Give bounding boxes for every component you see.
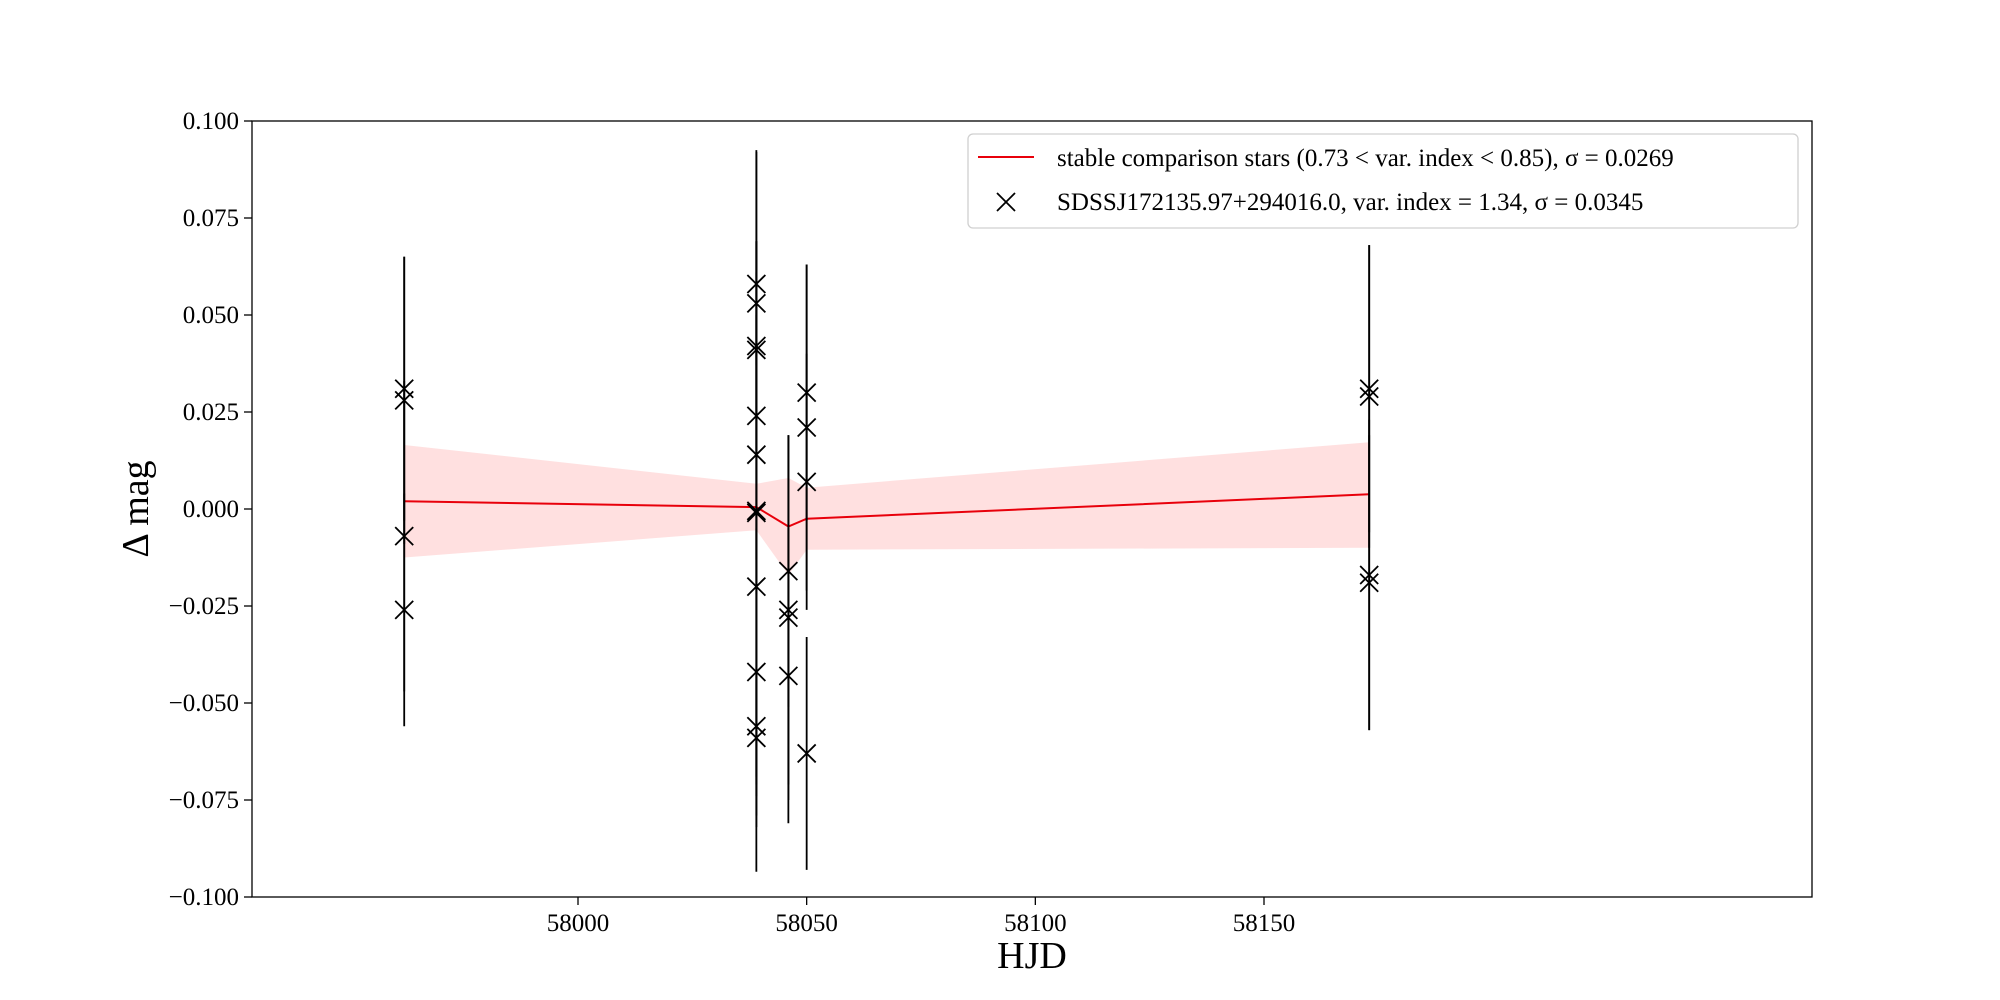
legend: stable comparison stars (0.73 < var. ind… xyxy=(967,133,1799,229)
legend-box xyxy=(967,133,1799,229)
y-tick-label: 0.100 xyxy=(183,108,239,135)
data-point-x-marker xyxy=(394,390,414,410)
y-tick-label: 0.075 xyxy=(183,205,239,232)
data-point-x-marker xyxy=(746,501,766,521)
legend-label-target: SDSSJ172135.97+294016.0, var. index = 1.… xyxy=(1057,189,1643,216)
y-axis-ticks: 0.100 0.075 0.050 0.025 0.000 −0.025 −0.050 −0.… xyxy=(169,108,252,911)
data-point-x-marker xyxy=(746,445,766,465)
marker-layer xyxy=(394,274,1379,764)
y-axis-label: Δ mag xyxy=(115,460,157,557)
y-tick-label: −0.050 xyxy=(169,690,239,717)
data-point-x-marker xyxy=(746,576,766,597)
data-point-x-marker xyxy=(797,743,817,764)
confidence-band-layer xyxy=(404,442,1370,575)
data-point-x-marker xyxy=(746,336,766,356)
data-point-x-marker xyxy=(746,662,766,682)
data-point-x-marker xyxy=(746,340,766,360)
x-tick-label: 58050 xyxy=(775,910,838,937)
data-point-x-marker xyxy=(394,600,414,620)
y-tick-label: −0.075 xyxy=(169,787,239,814)
data-point-x-marker xyxy=(746,503,766,523)
x-tick-label: 58000 xyxy=(547,910,610,937)
legend-x-marker xyxy=(996,192,1016,212)
data-point-x-marker xyxy=(746,293,766,313)
data-point-x-marker xyxy=(1359,379,1379,399)
data-point-x-marker xyxy=(1359,573,1379,593)
data-point-x-marker xyxy=(1359,565,1379,585)
data-point-x-marker xyxy=(778,600,799,620)
y-tick-label: 0.050 xyxy=(183,302,239,329)
data-point-x-marker xyxy=(746,728,766,748)
legend-label-comparison: stable comparison stars (0.73 < var. ind… xyxy=(1057,145,1674,172)
y-tick-label: −0.025 xyxy=(169,593,239,620)
data-point-x-marker xyxy=(746,274,766,294)
data-point-x-marker xyxy=(778,666,799,686)
y-tick-label: −0.100 xyxy=(169,884,239,911)
data-point-x-marker xyxy=(746,406,766,426)
data-point-x-marker xyxy=(778,608,799,628)
data-point-x-marker xyxy=(394,526,414,546)
x-axis-ticks: 58000 58050 58100 58150 xyxy=(547,897,1296,937)
data-point-x-marker xyxy=(797,417,817,438)
comparison-band xyxy=(404,442,1370,575)
x-axis-label: HJD xyxy=(997,935,1067,977)
data-point-x-marker xyxy=(797,472,817,492)
y-tick-label: 0.025 xyxy=(183,399,239,426)
data-point-x-marker xyxy=(778,561,799,581)
data-point-x-marker xyxy=(797,382,817,403)
x-tick-label: 58150 xyxy=(1233,910,1296,937)
data-point-x-marker xyxy=(1359,386,1379,407)
y-tick-label: 0.000 xyxy=(183,496,239,523)
x-tick-label: 58100 xyxy=(1004,910,1067,937)
